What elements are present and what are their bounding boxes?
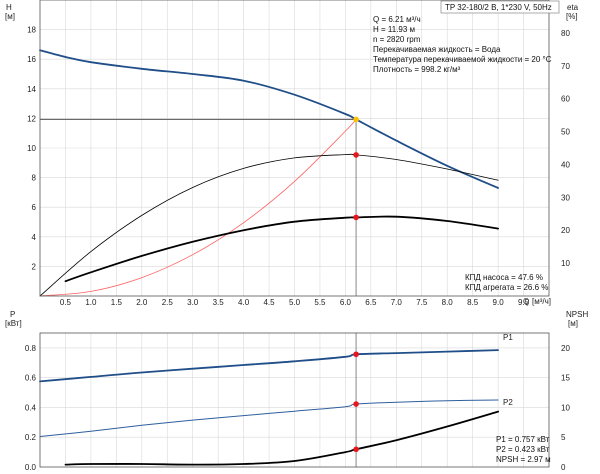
- x-tick-label: 8.0: [442, 298, 454, 307]
- operating-point-marker: [353, 214, 359, 221]
- operating-point-marker: [353, 446, 359, 453]
- plot-frame: [39, 332, 550, 468]
- y-left-tick-label: 0.2: [25, 433, 37, 442]
- x-tick-label: 7.0: [391, 298, 403, 307]
- x-axis-unit: [м³/ч]: [532, 297, 551, 306]
- x-tick-label: 1.5: [111, 298, 123, 307]
- info-density: Плотность = 998.2 кг/м³: [373, 65, 461, 74]
- info-temperature: Температура перекачиваемой жидкости = 20…: [373, 55, 552, 64]
- y-right-tick-label: 80: [561, 29, 570, 38]
- x-tick-label: 7.5: [416, 298, 428, 307]
- plot-frame: [39, 0, 550, 297]
- x-tick-label: 8.5: [467, 298, 479, 307]
- y-right-axis-name: eta: [567, 3, 579, 12]
- y-right-tick-label: 70: [561, 62, 570, 71]
- p2-curve: [39, 399, 499, 437]
- y-left-tick-label: 14: [27, 85, 36, 94]
- unit-efficiency-curve: [64, 215, 499, 283]
- head-curve: [39, 49, 499, 189]
- y-left-tick-label: 18: [27, 26, 36, 35]
- x-tick-label: 2.5: [162, 298, 174, 307]
- x-tick-label: 5.0: [289, 298, 301, 307]
- y-right-tick-label: 5: [561, 433, 566, 442]
- operating-point-marker: [353, 116, 359, 123]
- y-right-tick-label: 30: [561, 193, 570, 202]
- y-right-tick-label: 0: [561, 463, 566, 472]
- x-tick-label: 9.0: [493, 298, 505, 307]
- x-tick-label: 1.0: [85, 298, 97, 307]
- axis-layer: 2468101214161810203040506070800.00.20.40…: [25, 0, 570, 472]
- y-left-tick-label: 16: [27, 55, 36, 64]
- y-right-axis-unit: [%]: [566, 12, 578, 21]
- y-right-tick-label: 20: [561, 344, 570, 353]
- y-left-tick-label: 10: [27, 144, 36, 153]
- y-right-tick-label: 15: [561, 374, 570, 383]
- x-tick-label: 3.5: [213, 298, 225, 307]
- y-left-tick-label: 4: [32, 233, 37, 242]
- info-liquid: Перекачиваемая жидкость = Вода: [373, 45, 501, 54]
- y-left-tick-label: 2: [32, 262, 37, 271]
- info-h: H = 11.93 м: [373, 25, 415, 34]
- pump-efficiency-curve: [39, 153, 499, 297]
- chart-title: TP 32-180/2 B, 1*230 V, 50Hz: [445, 3, 552, 12]
- x-tick-label: 6.5: [365, 298, 377, 307]
- x-tick-label: 4.0: [238, 298, 250, 307]
- operating-point-marker: [353, 401, 359, 407]
- y-left-axis-unit: [м]: [5, 12, 15, 21]
- y-left-axis-name: H: [6, 3, 12, 12]
- p1-curve-label: P1: [503, 333, 513, 342]
- y-right-tick-label: 40: [561, 160, 570, 169]
- p1-value-label: P1 = 0.757 кВт: [496, 435, 550, 444]
- p-axis-name: P: [10, 310, 15, 319]
- y-right-tick-label: 10: [561, 403, 570, 412]
- y-right-tick-label: 20: [561, 226, 570, 235]
- npsh-curve: [64, 410, 499, 466]
- p2-value-label: P2 = 0.423 кВт: [496, 445, 550, 454]
- info-q: Q = 6.21 м³/ч: [373, 15, 421, 24]
- y-right-tick-label: 60: [561, 95, 570, 104]
- info-n: n = 2820 rpm: [373, 35, 421, 44]
- p2-curve-label: P2: [503, 398, 513, 407]
- x-tick-label: 3.0: [187, 298, 199, 307]
- system-curve: [39, 119, 357, 297]
- npsh-axis-unit: [м]: [568, 319, 578, 328]
- curve-layer: [39, 49, 499, 467]
- y-left-tick-label: 0.0: [25, 463, 37, 472]
- y-left-tick-label: 0.8: [25, 344, 37, 353]
- x-tick-label: 9.5: [518, 298, 530, 307]
- operating-point-marker: [353, 152, 359, 158]
- npsh-value-label: NPSH = 2.97 м: [496, 455, 551, 464]
- x-tick-label: 2.0: [136, 298, 148, 307]
- x-axis-name: Q: [523, 297, 529, 306]
- y-right-tick-label: 10: [561, 259, 570, 268]
- x-tick-label: 4.5: [263, 298, 275, 307]
- y-left-tick-label: 12: [27, 114, 36, 123]
- npsh-axis-name: NPSH: [566, 310, 588, 319]
- p1-curve: [39, 349, 499, 383]
- y-left-tick-label: 0.4: [25, 403, 37, 412]
- y-left-tick-label: 0.6: [25, 374, 37, 383]
- y-left-tick-label: 6: [32, 203, 37, 212]
- title-box: [440, 0, 560, 14]
- operating-point-marker: [353, 351, 359, 358]
- grid-layer: [40, 0, 549, 467]
- x-tick-label: 5.5: [314, 298, 326, 307]
- unit-efficiency-label: КПД агрегата = 26.6 %: [465, 283, 548, 292]
- x-tick-label: 0.5: [60, 298, 72, 307]
- p-axis-unit: [кВт]: [5, 319, 22, 328]
- y-left-tick-label: 8: [32, 174, 37, 183]
- marker-layer: [353, 116, 359, 453]
- pump-efficiency-label: КПД насоса = 47.6 %: [465, 273, 543, 282]
- y-right-tick-label: 50: [561, 128, 570, 137]
- x-tick-label: 6.0: [340, 298, 352, 307]
